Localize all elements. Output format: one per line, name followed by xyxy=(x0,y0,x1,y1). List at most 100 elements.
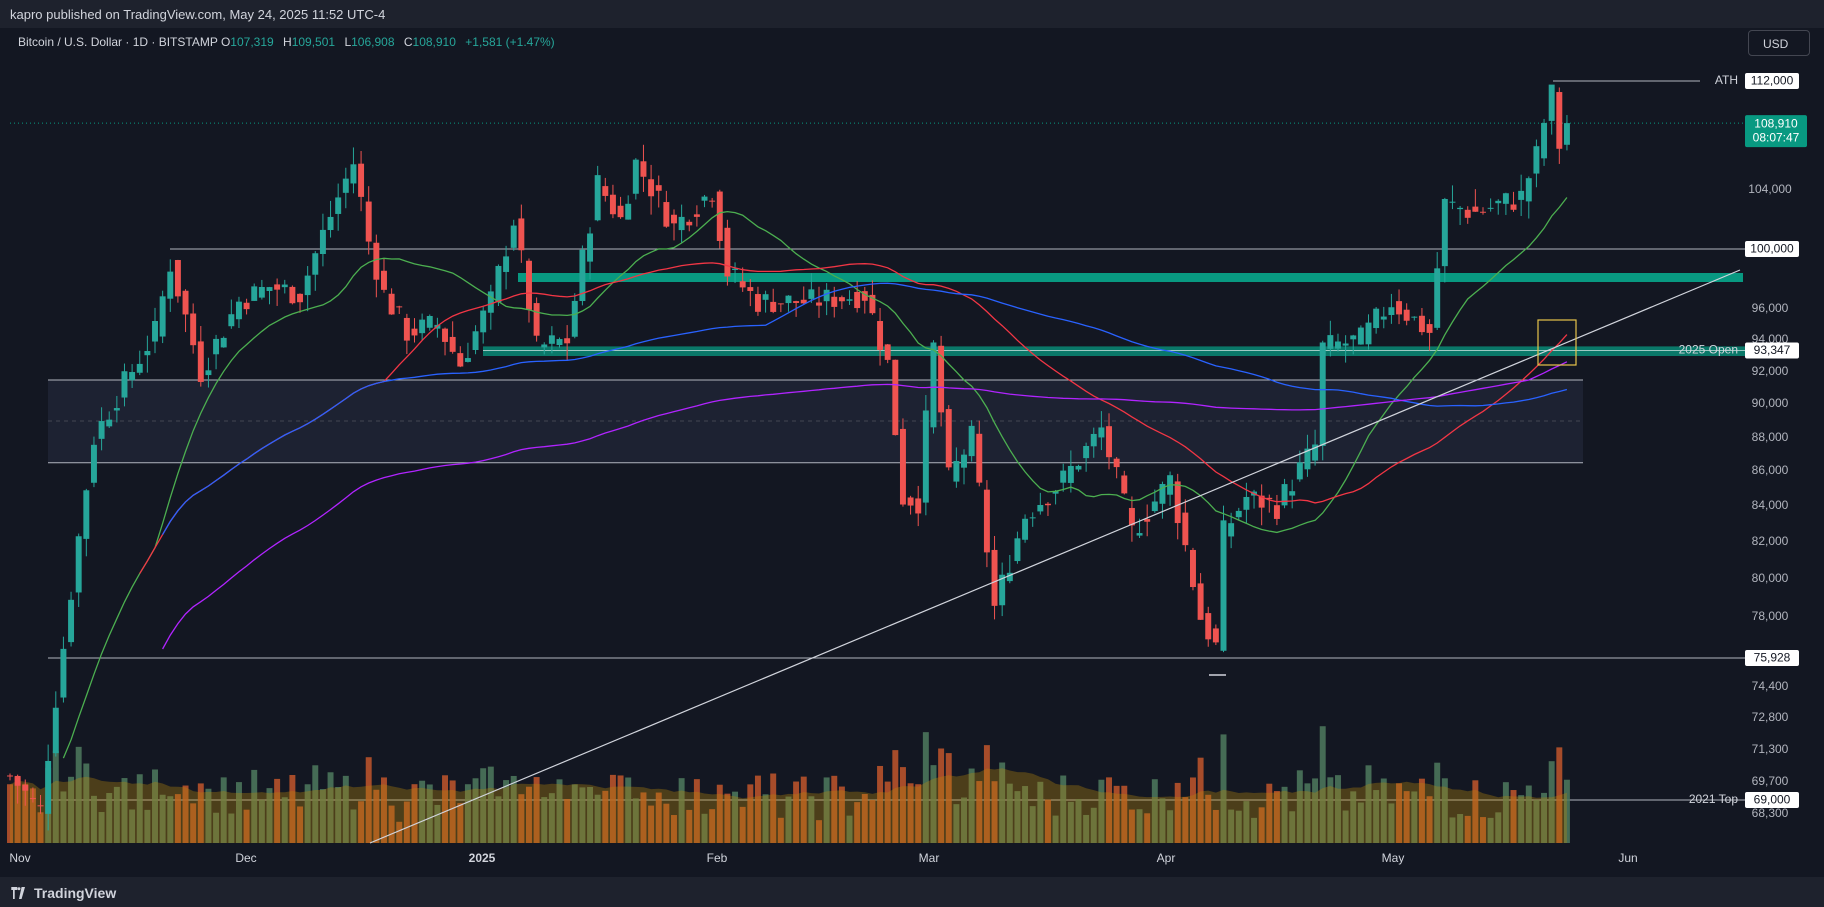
volume-bar xyxy=(1006,783,1013,843)
volume-bar xyxy=(1228,809,1235,843)
candle-body xyxy=(152,320,158,342)
volume-bar xyxy=(297,806,303,843)
volume-bar xyxy=(1426,796,1433,843)
ma-200-line xyxy=(162,361,1568,650)
candle-body xyxy=(297,293,303,303)
symbol-legend: Bitcoin / U.S. Dollar · 1D · BITSTAMP O1… xyxy=(18,35,555,49)
candle-body xyxy=(1029,517,1036,519)
candle-body xyxy=(1480,211,1486,213)
grid-and-zones xyxy=(10,122,1745,801)
candle-body xyxy=(449,336,456,352)
volume-bar xyxy=(854,802,861,843)
price-tick-label: 84,000 xyxy=(1752,498,1789,512)
candle-body xyxy=(251,286,258,301)
volume-bar xyxy=(350,809,357,843)
volume-bar xyxy=(541,797,548,843)
volume-bar xyxy=(419,780,426,843)
candle-body xyxy=(983,489,990,553)
price-axis: 104,00096,00094,00092,00090,00088,00086,… xyxy=(1745,73,1807,820)
volume-bar xyxy=(983,745,990,843)
top-2021-label: 2021 Top xyxy=(1689,792,1738,806)
candle-body xyxy=(144,350,151,356)
volume-bar xyxy=(266,788,273,843)
candle-body xyxy=(1235,510,1242,518)
volume-bar xyxy=(342,775,349,843)
candle-body xyxy=(480,310,487,333)
volume-bar xyxy=(113,786,120,843)
currency-button[interactable]: USD xyxy=(1748,30,1810,56)
volume-bar xyxy=(403,801,410,843)
volume-bar xyxy=(449,780,456,843)
candle-body xyxy=(365,201,372,242)
volume-bar xyxy=(1189,777,1196,843)
volume-bar xyxy=(922,732,929,843)
candle-body xyxy=(457,353,464,367)
volume-bar xyxy=(526,786,532,843)
high-value: 109,501 xyxy=(291,35,336,49)
volume-bar xyxy=(686,809,693,843)
range-box xyxy=(48,380,1583,463)
low-value: 106,908 xyxy=(351,35,395,49)
volume-bar xyxy=(1502,782,1509,843)
candle-body xyxy=(571,300,578,337)
candle-body xyxy=(403,317,410,341)
volume-bar xyxy=(289,775,296,843)
volume-bar xyxy=(632,798,639,843)
volume-bar xyxy=(7,784,13,843)
volume-bar xyxy=(1136,809,1143,843)
volume-bar xyxy=(1289,811,1296,843)
candle-body xyxy=(915,498,922,514)
volume-bar xyxy=(1121,785,1128,843)
volume-bar xyxy=(472,778,479,843)
tradingview-brand[interactable]: TradingView xyxy=(10,885,116,901)
candle-body xyxy=(762,294,769,300)
candle-body xyxy=(1281,484,1288,506)
candle-body xyxy=(594,175,601,221)
volume-bar xyxy=(655,792,662,843)
candle-body xyxy=(953,461,960,482)
price-tick-label: 68,300 xyxy=(1752,806,1789,820)
volume-bar xyxy=(884,781,891,843)
volume-bar xyxy=(1197,757,1204,843)
candle-body xyxy=(754,294,761,312)
candle-body xyxy=(45,760,52,814)
candle-body xyxy=(1357,327,1364,345)
volume-bar xyxy=(1220,734,1227,843)
volume-bar xyxy=(709,809,716,843)
volume-bar xyxy=(335,786,342,843)
volume-bar xyxy=(991,781,998,843)
candle-body xyxy=(75,536,82,593)
price-level-box xyxy=(1745,650,1799,666)
candle-body xyxy=(968,425,975,457)
candle-body xyxy=(442,328,449,342)
candle-body xyxy=(182,290,189,315)
volume-bar xyxy=(716,784,723,843)
volume-bar xyxy=(495,796,502,843)
candle-body xyxy=(1342,343,1349,346)
candle-body xyxy=(823,289,830,302)
volume-bar xyxy=(510,775,517,843)
volume-bar xyxy=(533,777,540,843)
volume-bar xyxy=(281,797,288,843)
volume-bar xyxy=(1312,778,1319,843)
candle-body xyxy=(999,574,1006,606)
volume-bar xyxy=(159,794,166,843)
price-level-label: 75,928 xyxy=(1754,651,1791,665)
volume-bar xyxy=(426,784,433,843)
candle-body xyxy=(1273,505,1280,519)
open-2025-zone xyxy=(483,346,1745,356)
volume-bar xyxy=(594,794,601,843)
price-tick-label: 90,000 xyxy=(1752,396,1789,410)
candle-body xyxy=(68,599,75,643)
volume-bar xyxy=(411,784,418,843)
volume-bar xyxy=(1449,817,1456,843)
volume-bar xyxy=(999,762,1006,843)
candle-body xyxy=(1083,445,1090,459)
volume-bar xyxy=(1373,790,1380,843)
footer-bar: TradingView xyxy=(0,877,1824,907)
volume-bar xyxy=(1296,770,1303,843)
volume-bar xyxy=(739,806,746,843)
volume-bar xyxy=(1113,785,1120,843)
volume-bar xyxy=(29,788,36,843)
